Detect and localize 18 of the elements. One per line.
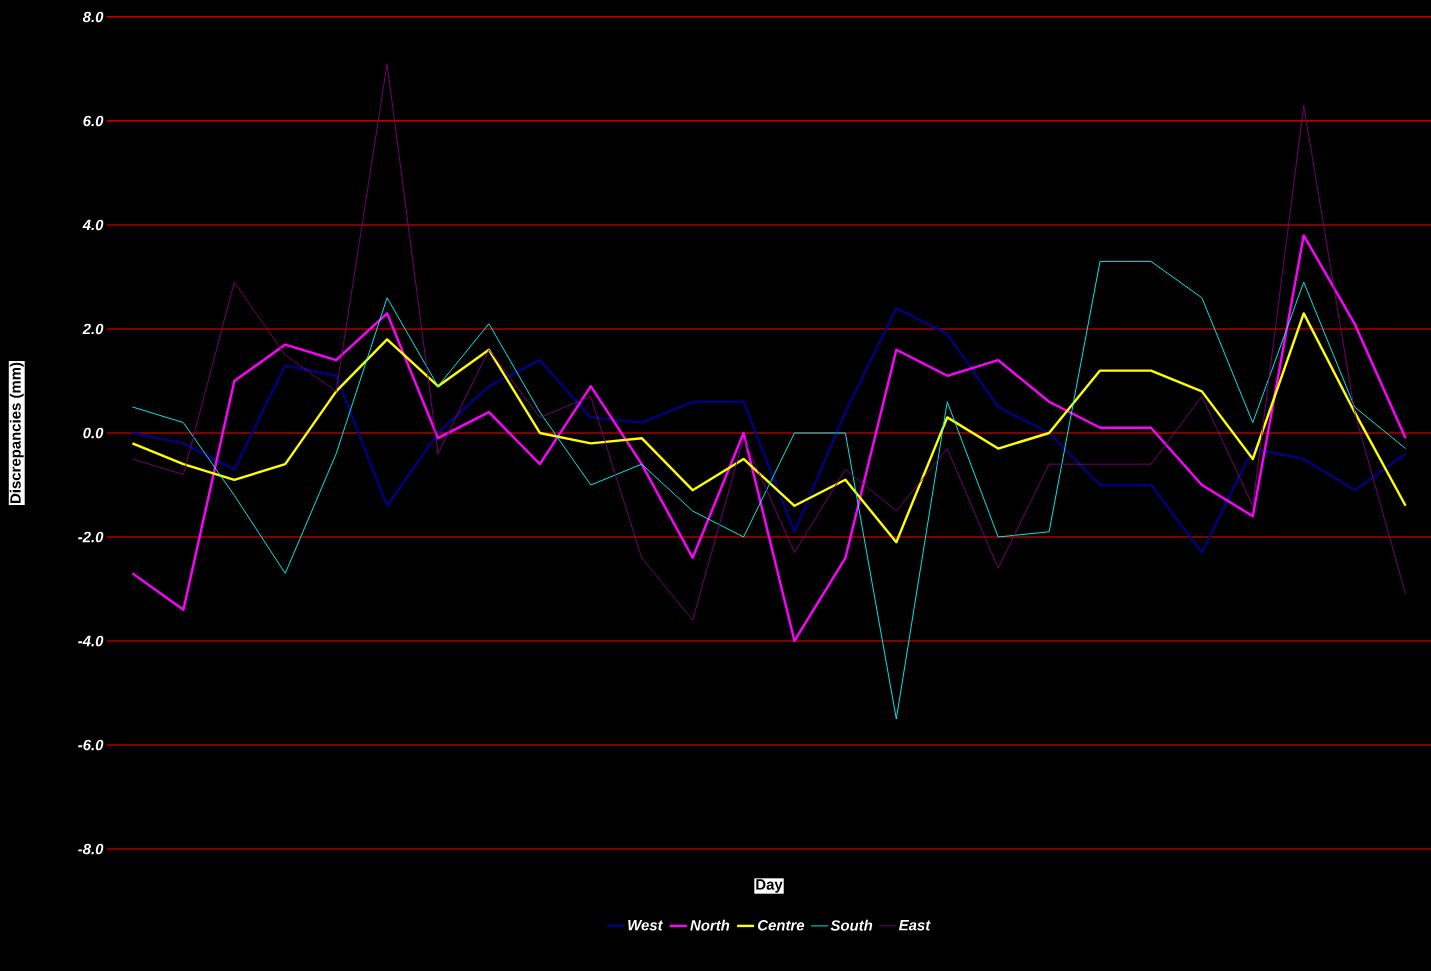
legend-label: West xyxy=(628,920,664,931)
legend-label: South xyxy=(830,919,873,931)
y-tick-label: 2.0 xyxy=(82,323,104,335)
legend-label: East xyxy=(898,920,931,931)
y-tick-label: 0.0 xyxy=(83,427,104,439)
line-series xyxy=(131,234,1407,643)
y-tick-label: 8.0 xyxy=(82,11,104,23)
y-tick-label: -6.0 xyxy=(78,739,104,751)
legend-label: Centre xyxy=(757,919,805,931)
y-tick-label: 4.0 xyxy=(82,219,104,231)
y-tick-label: 6.0 xyxy=(83,115,104,127)
y-axis-title: Discrepancies (mm) xyxy=(9,362,24,503)
line-series xyxy=(132,260,1407,720)
x-axis-title: Day xyxy=(756,879,783,893)
y-tick-label: -2.0 xyxy=(78,531,104,543)
y-tick-label: -4.0 xyxy=(78,635,104,647)
y-tick-label: -8.0 xyxy=(78,843,104,855)
legend-label: North xyxy=(690,919,730,931)
